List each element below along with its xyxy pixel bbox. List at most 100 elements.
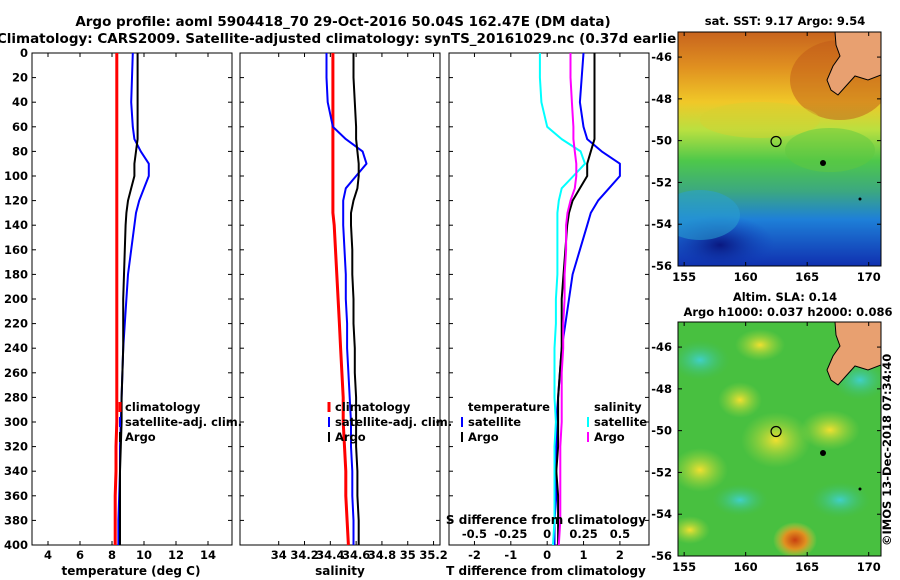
depth-tick-label: 160 — [4, 243, 28, 257]
x-tick-label: 2 — [616, 548, 624, 562]
depth-tick-label: 120 — [4, 194, 28, 208]
lon-tick-label: 170 — [857, 560, 881, 574]
lat-tick-label: -50 — [651, 424, 672, 438]
lon-tick-label: 165 — [795, 560, 819, 574]
salinity-argo-line — [350, 53, 360, 545]
lon-tick-label: 160 — [734, 560, 758, 574]
depth-tick-label: 180 — [4, 267, 28, 281]
legend-t-argo: Argo — [468, 430, 499, 444]
x-tick-label: 35.2 — [419, 548, 447, 562]
salinity-xlabel: salinity — [315, 564, 365, 578]
depth-tick-label: 300 — [4, 415, 28, 429]
legend-temperature-title: temperature — [468, 400, 550, 414]
s-tick-label: 0 — [543, 527, 551, 541]
imos-watermark: ©IMOS 13-Dec-2018 07:34:40 — [880, 354, 894, 546]
legend-argo: Argo — [335, 430, 366, 444]
x-tick-label: 14 — [200, 548, 216, 562]
lat-tick-label: -56 — [651, 259, 672, 273]
x-tick-label: 34.2 — [290, 548, 318, 562]
depth-tick-label: 220 — [4, 317, 28, 331]
difference-temperature-argo-line — [555, 53, 596, 545]
sst-map-image — [678, 32, 881, 266]
difference-xlabel: T difference from climatology — [446, 564, 646, 578]
lat-tick-label: -56 — [651, 549, 672, 563]
temperature-legend: climatology satellite-adj. clim. Argo — [118, 400, 242, 444]
x-tick-label: 4 — [44, 548, 52, 562]
lat-tick-label: -54 — [651, 507, 672, 521]
salinity-legend: climatology satellite-adj. clim. Argo — [327, 400, 452, 444]
sla-map-frame — [677, 321, 882, 557]
difference-temperature-satellite-line — [553, 52, 621, 545]
difference-legend: temperature satellite Argo salinity sate… — [461, 400, 647, 444]
sla-map-subtitle: Argo h1000: 0.037 h2000: 0.086 — [683, 305, 892, 319]
lon-tick-label: 155 — [672, 560, 696, 574]
depth-tick-label: 340 — [4, 464, 28, 478]
legend-salinity-title: salinity — [594, 400, 642, 414]
depth-tick-label: 260 — [4, 366, 28, 380]
depth-tick-label: 240 — [4, 341, 28, 355]
x-axes: 4 6 8 10 12 14 34 34.234.434.634.8 35 35.2 -2 -1 0 1 2… — [44, 53, 630, 562]
depth-tick-label: 40 — [12, 95, 28, 109]
x-tick-label: 35 — [400, 548, 416, 562]
x-tick-label: -1 — [504, 548, 517, 562]
difference-salinity-argo-line — [557, 53, 578, 546]
temperature-climatology-line — [113, 53, 119, 545]
salinity-difference-label: S difference from climatology — [446, 513, 646, 527]
depth-tick-label: 280 — [4, 390, 28, 404]
legend-s-satellite: satellite — [594, 415, 647, 429]
lon-tick-label: 165 — [795, 270, 819, 284]
lat-tick-label: -46 — [651, 340, 672, 354]
lat-tick-label: -48 — [651, 382, 672, 396]
lat-tick-label: -48 — [651, 92, 672, 106]
legend-t-satellite: satellite — [468, 415, 521, 429]
x-tick-label: 34 — [271, 548, 287, 562]
lat-tick-label: -50 — [651, 134, 672, 148]
lat-tick-label: -52 — [651, 175, 672, 189]
sst-map-frame — [677, 31, 882, 267]
s-tick-label: -0.5 — [462, 527, 487, 541]
depth-tick-label: 200 — [4, 292, 28, 306]
s-tick-label: 0.25 — [569, 527, 597, 541]
lat-tick-label: -52 — [651, 465, 672, 479]
legend-satellite: satellite-adj. clim. — [125, 415, 242, 429]
temperature-argo-line — [119, 53, 139, 545]
salinity-plot-frame — [239, 52, 441, 546]
legend-satellite: satellite-adj. clim. — [335, 415, 452, 429]
legend-argo: Argo — [125, 430, 156, 444]
x-tick-label: 0 — [543, 548, 551, 562]
x-tick-label: 34.4 — [316, 548, 344, 562]
figure-title-line2: Climatology: CARS2009. Satellite-adjuste… — [0, 31, 689, 47]
lat-tick-label: -46 — [651, 50, 672, 64]
x-tick-label: -2 — [468, 548, 481, 562]
sst-profile-marker — [770, 135, 782, 148]
difference-salinity-satellite-line — [538, 53, 586, 546]
depth-tick-label: 100 — [4, 169, 28, 183]
legend-climatology: climatology — [125, 400, 201, 414]
sst-map-title: sat. SST: 9.17 Argo: 9.54 — [705, 14, 865, 28]
lon-tick-label: 160 — [734, 270, 758, 284]
depth-tick-label: 60 — [12, 120, 28, 134]
salinity-climatology-line — [331, 53, 350, 546]
salinity-satellite-line — [325, 53, 368, 545]
x-tick-label: 34.8 — [368, 548, 396, 562]
depth-tick-label: 380 — [4, 513, 28, 527]
lat-tick-label: -54 — [651, 217, 672, 231]
x-tick-label: 12 — [168, 548, 184, 562]
x-tick-label: 10 — [136, 548, 152, 562]
s-tick-label: -0.25 — [494, 527, 527, 541]
depth-tick-label: 320 — [4, 440, 28, 454]
depth-tick-label: 400 — [4, 538, 28, 552]
x-tick-label: 34.6 — [342, 548, 370, 562]
sla-map-title: Altim. SLA: 0.14 — [733, 290, 837, 304]
difference-plot-frame — [448, 52, 650, 546]
sla-map-image — [678, 322, 881, 556]
temperature-xlabel: temperature (deg C) — [62, 564, 201, 578]
depth-axis: 0 20 40 60 80 100 120 140 160 180 200 220 240 260 280 3… — [4, 46, 649, 552]
s-tick-label: 0.5 — [610, 527, 630, 541]
figure-title-line1: Argo profile: aoml 5904418_70 29-Oct-201… — [75, 14, 610, 30]
depth-tick-label: 80 — [12, 144, 28, 158]
lon-tick-label: 170 — [857, 270, 881, 284]
depth-tick-label: 140 — [4, 218, 28, 232]
